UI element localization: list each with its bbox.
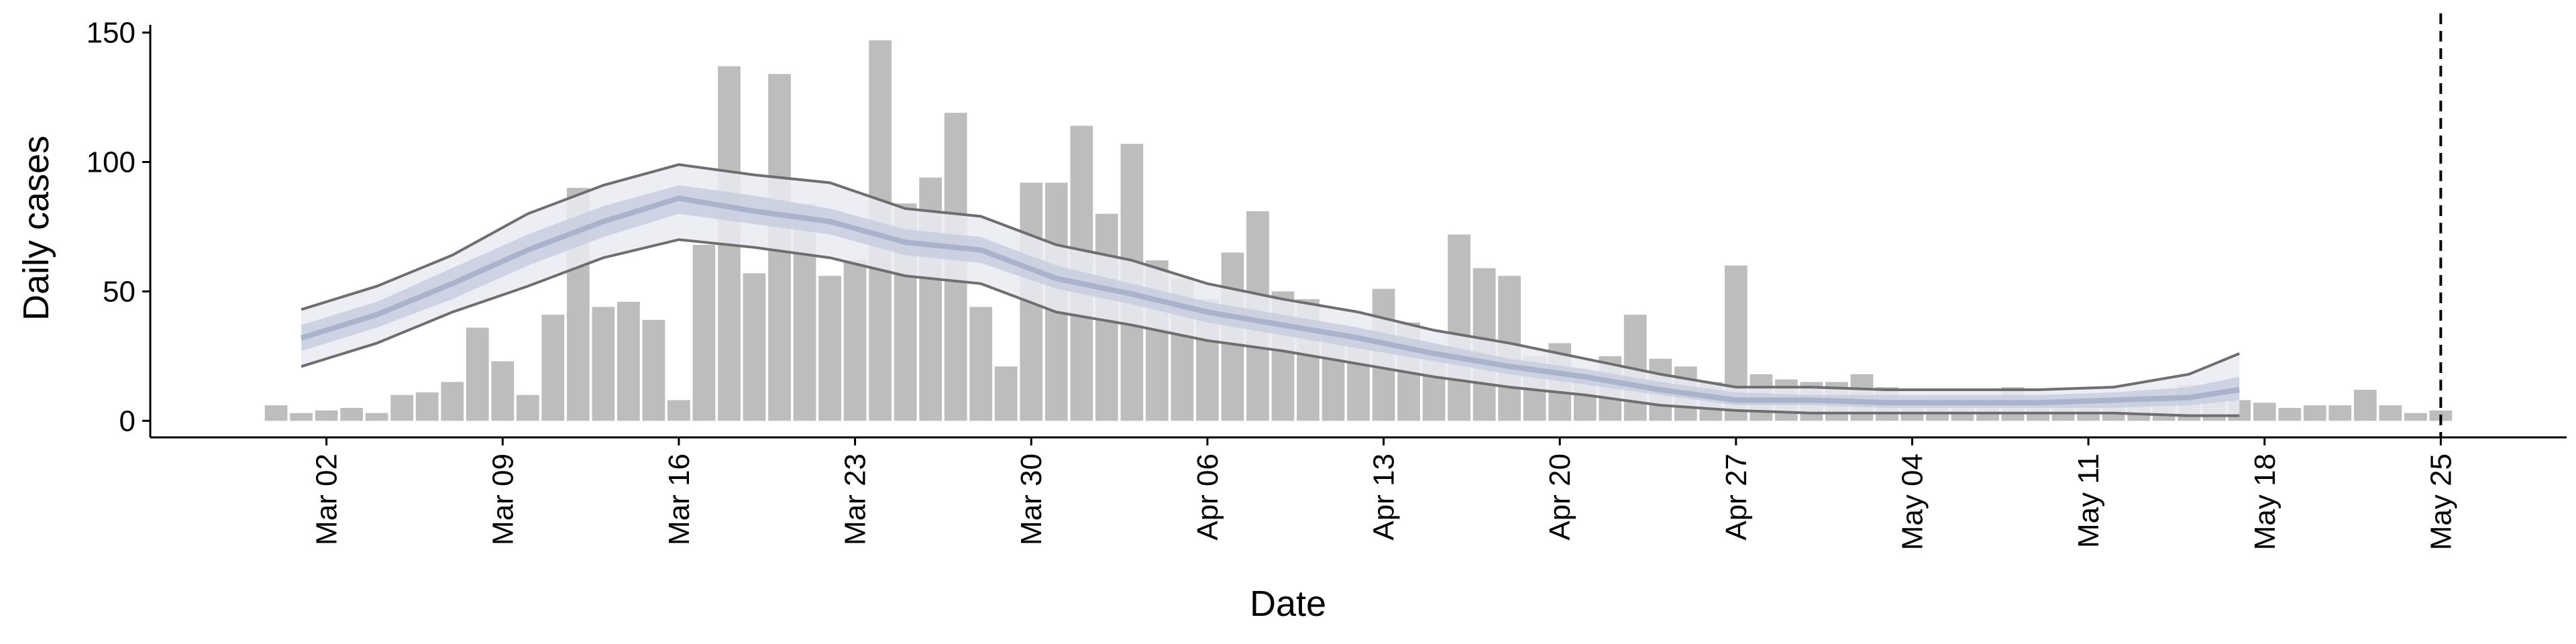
x-tick-label: Apr 27 bbox=[1720, 453, 1753, 541]
bar bbox=[415, 392, 439, 421]
y-axis-title: Daily cases bbox=[16, 136, 56, 321]
bar bbox=[969, 307, 993, 421]
x-tick-label: May 25 bbox=[2424, 453, 2457, 550]
y-tick-label: 100 bbox=[87, 146, 136, 178]
bar bbox=[994, 366, 1018, 421]
bar bbox=[516, 394, 539, 421]
bar bbox=[1448, 234, 1470, 421]
x-axis-title: Date bbox=[1250, 584, 1326, 624]
bar bbox=[491, 361, 515, 421]
x-tick-label: Mar 02 bbox=[311, 453, 343, 545]
bar bbox=[466, 327, 489, 421]
x-tick-label: May 11 bbox=[2072, 453, 2105, 548]
x-tick-label: Apr 13 bbox=[1368, 453, 1401, 541]
bar bbox=[617, 301, 640, 421]
bar bbox=[2253, 402, 2276, 421]
lower-line bbox=[301, 238, 2240, 417]
x-tick-label: Mar 30 bbox=[1015, 453, 1048, 545]
bar bbox=[818, 276, 841, 421]
x-tick-label: Apr 20 bbox=[1544, 453, 1576, 541]
upper-line bbox=[301, 163, 2240, 392]
bar bbox=[2404, 413, 2427, 421]
y-tick-label: 150 bbox=[87, 17, 136, 50]
bar bbox=[692, 244, 716, 421]
bar bbox=[592, 307, 615, 421]
x-tick-label: Mar 16 bbox=[663, 453, 696, 545]
bar bbox=[290, 413, 313, 421]
bar bbox=[315, 410, 338, 421]
bar bbox=[264, 405, 288, 421]
bar bbox=[441, 382, 464, 421]
bar bbox=[743, 273, 766, 421]
bar bbox=[2353, 390, 2377, 421]
bar bbox=[365, 413, 388, 421]
x-tick-label: Mar 09 bbox=[486, 453, 519, 545]
bar bbox=[541, 315, 565, 421]
bar bbox=[2379, 405, 2402, 421]
bar bbox=[843, 260, 867, 421]
x-tick-label: Apr 06 bbox=[1191, 453, 1224, 541]
bar bbox=[667, 400, 690, 421]
bar bbox=[2328, 405, 2352, 421]
x-tick-label: May 18 bbox=[2249, 453, 2282, 550]
bar bbox=[2278, 408, 2302, 421]
bar bbox=[642, 319, 665, 421]
y-tick-label: 0 bbox=[119, 405, 136, 437]
y-tick-label: 50 bbox=[103, 275, 136, 308]
bar bbox=[2303, 405, 2326, 421]
x-tick-label: Mar 23 bbox=[839, 453, 872, 545]
x-tick-label: May 04 bbox=[1896, 453, 1929, 550]
bar bbox=[390, 394, 414, 421]
median-line bbox=[300, 195, 2240, 406]
bar bbox=[340, 408, 364, 421]
